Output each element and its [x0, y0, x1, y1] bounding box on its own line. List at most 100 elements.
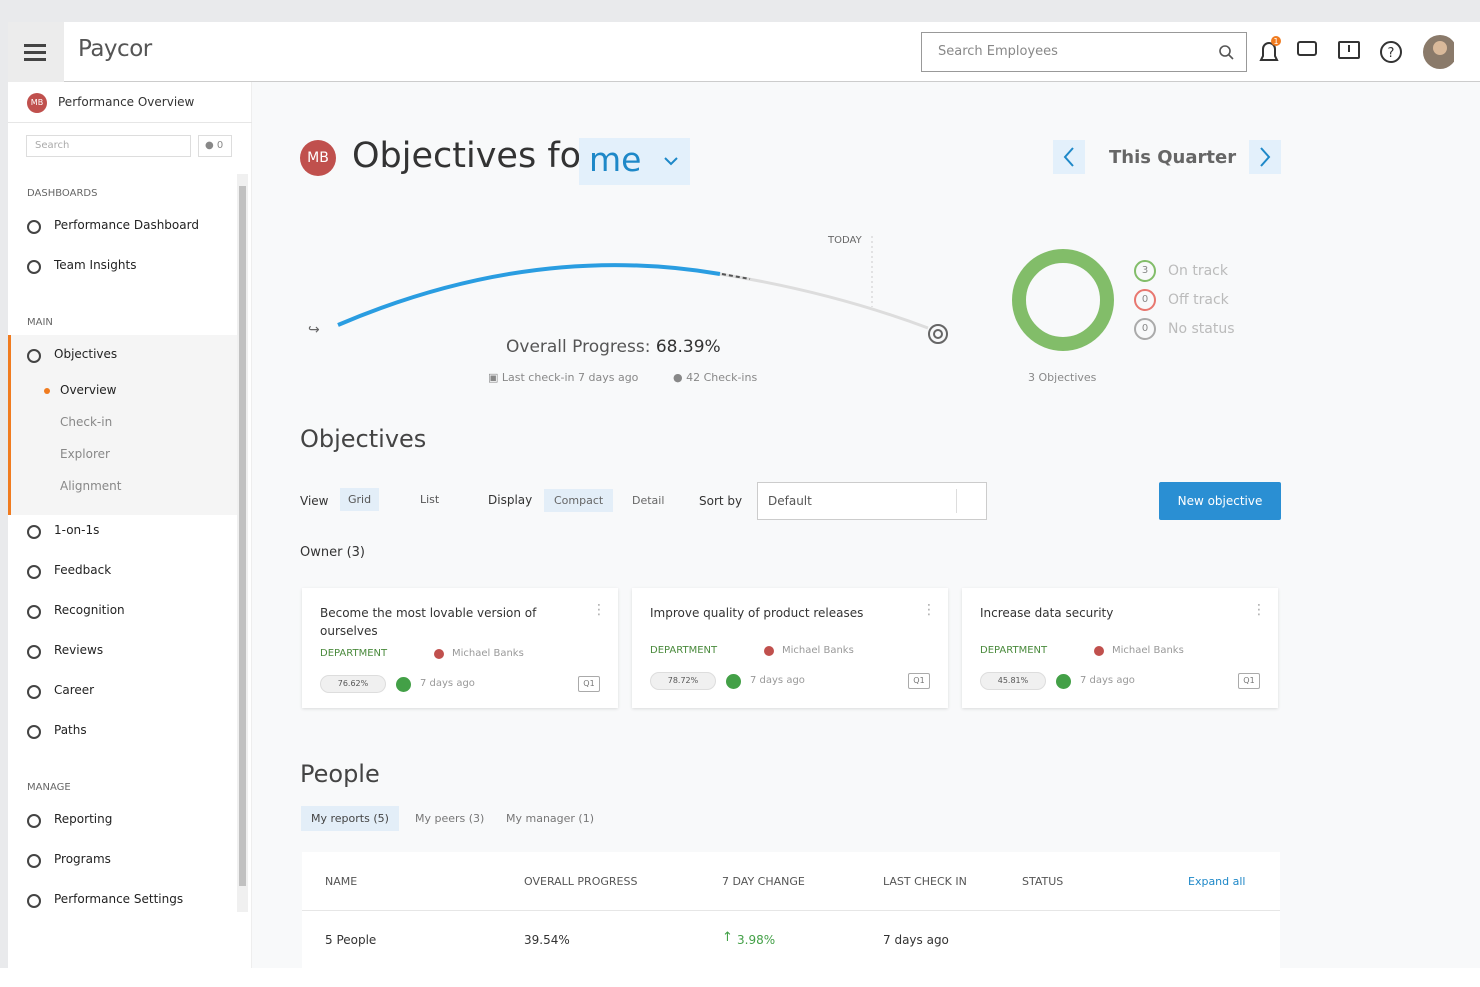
legend-label: On track [1168, 263, 1228, 279]
submenu-item[interactable]: Alignment [60, 479, 122, 493]
people-tab[interactable]: My peers (3) [415, 812, 485, 825]
menu-item[interactable]: Performance Dashboard [54, 218, 199, 232]
card-updated: 7 days ago [1080, 675, 1135, 686]
owner-avatar: MB [300, 140, 336, 176]
menu-item[interactable]: Objectives [54, 347, 118, 361]
section-heading: MANAGE [27, 782, 71, 793]
card-tag: DEPARTMENT [320, 648, 388, 659]
submenu-item[interactable]: Check-in [60, 415, 113, 429]
overall-progress: Overall Progress: 68.39% [506, 337, 721, 357]
logo[interactable]: Paycor [78, 36, 152, 62]
column-header[interactable]: 7 DAY CHANGE [722, 875, 805, 888]
legend-count: 3 [1134, 260, 1156, 282]
menu-item[interactable]: Career [54, 683, 95, 697]
notification-count: 1 [1273, 37, 1278, 46]
menu-icon [27, 565, 41, 579]
menu-icon [27, 645, 41, 659]
page-title: Objectives for [352, 136, 596, 176]
objective-card[interactable]: Increase data security ⋮ DEPARTMENT Michael… [962, 588, 1278, 708]
menu-icon [27, 854, 41, 868]
column-header[interactable]: OVERALL PROGRESS [524, 875, 638, 888]
menu-item[interactable]: Performance Settings [54, 892, 184, 906]
last-checkin: ▣ Last check-in 7 days ago [488, 371, 639, 384]
card-owner-dot [764, 646, 774, 656]
menu-item[interactable]: Reviews [54, 643, 104, 657]
card-progress: 45.81% [980, 672, 1046, 690]
column-header[interactable]: STATUS [1022, 875, 1064, 888]
column-header[interactable]: NAME [325, 875, 358, 888]
view-option[interactable]: List [420, 493, 440, 506]
card-owner: Michael Banks [452, 648, 524, 659]
card-owner-dot [1094, 646, 1104, 656]
people-tab[interactable]: My reports (5) [301, 806, 399, 831]
sidebar-search[interactable]: Search [26, 135, 191, 157]
submenu-item[interactable]: Overview [60, 383, 117, 397]
menu-item[interactable]: Recognition [54, 603, 125, 617]
card-menu: ⋮ [1252, 602, 1266, 618]
display-option[interactable]: Compact [544, 489, 614, 512]
sidebar-title[interactable]: Performance Overview [58, 95, 195, 109]
new-objective-button[interactable]: New objective [1159, 482, 1281, 520]
objective-card[interactable]: Improve quality of product releases ⋮ DEPA… [632, 588, 948, 708]
feedback-icon[interactable] [1338, 41, 1360, 59]
menu-icon [27, 349, 41, 363]
menu-button[interactable] [8, 22, 64, 82]
card-progress: 78.72% [650, 672, 716, 690]
view-option[interactable]: Grid [340, 488, 380, 511]
objective-card[interactable]: Become the most lovable version of ourse… [302, 588, 618, 708]
expand-all[interactable]: Expand all [1188, 875, 1246, 888]
people-heading: People [300, 760, 380, 788]
owner-group: Owner (3) [300, 545, 365, 560]
menu-item[interactable]: Paths [54, 723, 87, 737]
menu-item[interactable]: Programs [54, 852, 111, 866]
menu-item[interactable]: Feedback [54, 563, 112, 577]
menu-icon [27, 220, 41, 234]
card-status-dot [726, 674, 741, 689]
sidebar-avatar: MB [27, 93, 47, 113]
overall-label: Overall Progress: [506, 337, 651, 357]
owner-dropdown[interactable]: me [579, 138, 690, 185]
sidebar-bell[interactable]: ● 0 [198, 135, 232, 157]
card-progress: 76.62% [320, 675, 386, 693]
scrollbar[interactable] [237, 174, 248, 912]
sidebar-search-placeholder: Search [35, 140, 70, 151]
status-donut [1012, 249, 1114, 351]
submenu-item[interactable]: Explorer [60, 447, 110, 461]
next-period[interactable] [1249, 140, 1281, 174]
last-checkin-text: Last check-in 7 days ago [501, 371, 639, 384]
table-cell: 3.98% [737, 933, 776, 947]
chat-icon[interactable] [1297, 41, 1317, 56]
menu-icon [27, 814, 41, 828]
card-title: Improve quality of product releases [650, 606, 864, 620]
menu-icon [27, 260, 41, 274]
menu-item[interactable]: Team Insights [54, 258, 137, 272]
today-label: TODAY [828, 235, 862, 246]
card-title: Become the most lovable version of ourse… [320, 606, 537, 638]
search-employees[interactable]: Search Employees [921, 32, 1247, 72]
active-dot [44, 388, 50, 394]
card-updated: 7 days ago [750, 675, 805, 686]
legend-count: 0 [1134, 289, 1156, 311]
people-tab[interactable]: My manager (1) [506, 812, 595, 825]
notification-icon[interactable] [1259, 42, 1279, 61]
menu-item[interactable]: Reporting [54, 812, 113, 826]
sort-dropdown[interactable]: Default [757, 482, 987, 520]
menu-item[interactable]: 1-on-1s [54, 523, 100, 537]
progress-arc: ↪ [308, 236, 948, 344]
notification-badge [1271, 36, 1281, 46]
people-table [302, 852, 1280, 968]
section-heading: DASHBOARDS [27, 188, 98, 199]
card-updated: 7 days ago [420, 678, 475, 689]
display-option[interactable]: Detail [632, 494, 665, 507]
sidebar-divider [8, 122, 252, 123]
prev-period[interactable] [1053, 140, 1085, 174]
column-header[interactable]: LAST CHECK IN [883, 875, 967, 888]
svg-text:↪: ↪ [308, 322, 320, 338]
card-status-dot [1056, 674, 1071, 689]
menu-icon [27, 725, 41, 739]
main-content: MB Objectives for me This Quarter ↪ TODA… [252, 82, 1480, 968]
sort-label: Sort by [699, 494, 743, 508]
card-title: Increase data security [980, 606, 1114, 620]
card-tag: DEPARTMENT [650, 645, 718, 656]
help-icon[interactable] [1380, 41, 1402, 63]
